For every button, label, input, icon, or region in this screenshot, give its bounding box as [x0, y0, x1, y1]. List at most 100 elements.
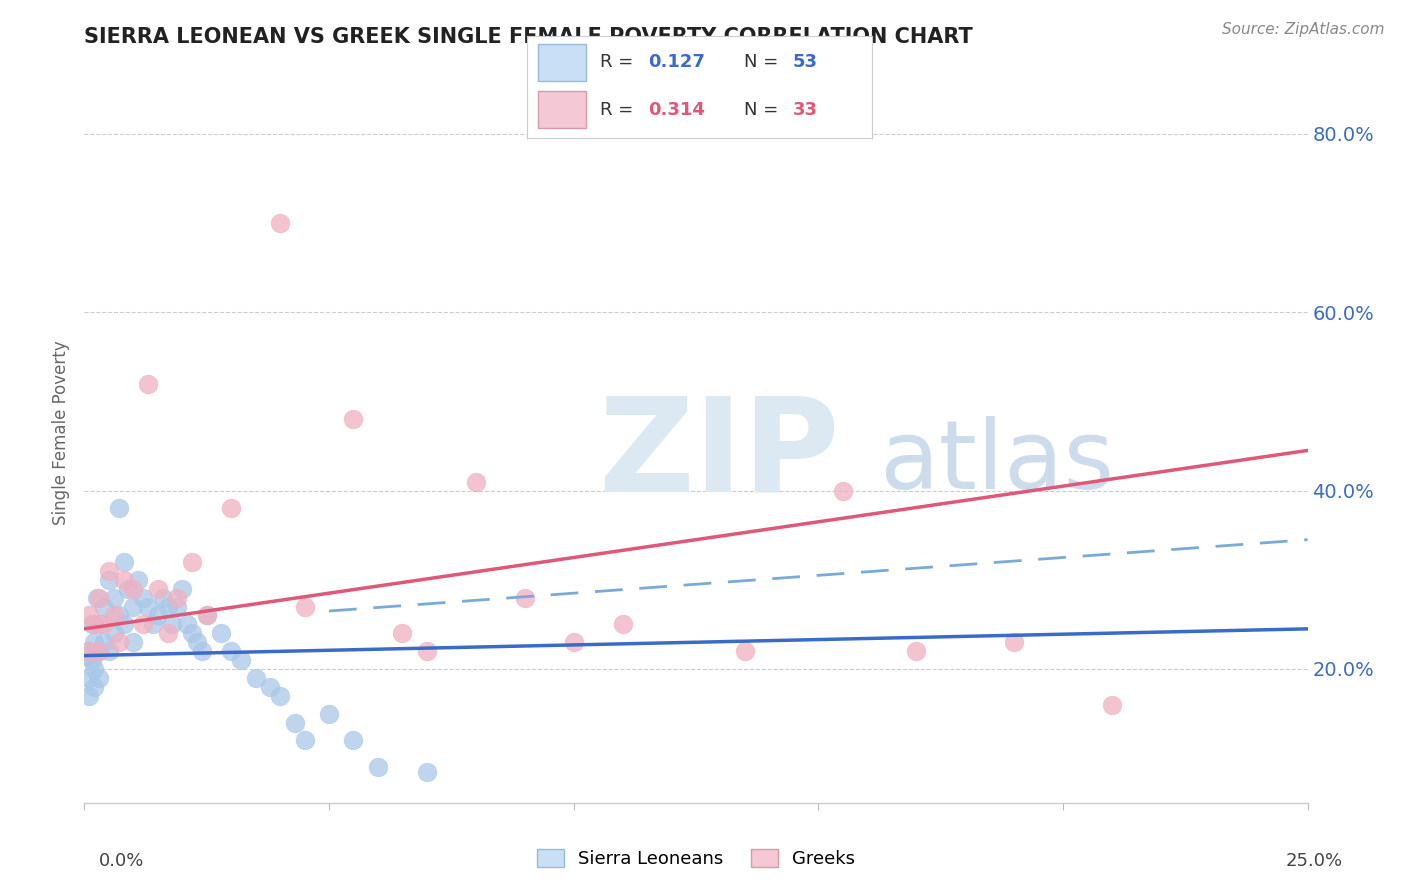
Point	[831, 483, 853, 498]
Point	[103, 608, 125, 623]
Point	[191, 644, 214, 658]
Point	[905, 644, 928, 658]
Point	[181, 555, 204, 569]
Point	[83, 635, 105, 649]
Text: 0.0%: 0.0%	[98, 852, 143, 870]
Point	[122, 599, 145, 614]
Text: Source: ZipAtlas.com: Source: ZipAtlas.com	[1222, 22, 1385, 37]
Point	[166, 591, 188, 605]
Text: 53: 53	[793, 54, 817, 71]
Text: ZIP: ZIP	[598, 392, 839, 518]
Point	[152, 591, 174, 605]
Point	[77, 644, 100, 658]
Point	[391, 626, 413, 640]
Point	[294, 733, 316, 747]
Point	[259, 680, 281, 694]
Point	[142, 617, 165, 632]
Point	[77, 689, 100, 703]
Point	[245, 671, 267, 685]
Point	[77, 608, 100, 623]
Text: atlas: atlas	[880, 416, 1115, 508]
Point	[77, 644, 100, 658]
Legend: Sierra Leoneans, Greeks: Sierra Leoneans, Greeks	[530, 842, 862, 875]
Point	[172, 582, 194, 596]
Point	[342, 733, 364, 747]
Point	[80, 653, 103, 667]
Point	[83, 617, 105, 632]
Y-axis label: Single Female Poverty: Single Female Poverty	[52, 341, 70, 524]
Point	[80, 617, 103, 632]
Point	[87, 671, 110, 685]
Point	[136, 376, 159, 391]
Point	[132, 591, 155, 605]
Point	[97, 573, 120, 587]
Point	[513, 591, 536, 605]
Point	[146, 608, 169, 623]
Point	[416, 764, 439, 779]
Text: 33: 33	[793, 101, 817, 119]
Point	[103, 626, 125, 640]
Point	[269, 216, 291, 230]
Point	[612, 617, 634, 632]
Point	[219, 644, 242, 658]
Point	[562, 635, 585, 649]
Bar	[537, 91, 586, 128]
Point	[93, 635, 115, 649]
Text: 25.0%: 25.0%	[1285, 852, 1343, 870]
Point	[122, 582, 145, 596]
Point	[87, 591, 110, 605]
Point	[1002, 635, 1025, 649]
Point	[734, 644, 756, 658]
Point	[93, 617, 115, 632]
Point	[156, 599, 179, 614]
Point	[209, 626, 232, 640]
Point	[136, 599, 159, 614]
Text: SIERRA LEONEAN VS GREEK SINGLE FEMALE POVERTY CORRELATION CHART: SIERRA LEONEAN VS GREEK SINGLE FEMALE PO…	[84, 27, 973, 47]
Point	[107, 608, 129, 623]
Point	[112, 617, 135, 632]
Point	[93, 599, 115, 614]
Point	[122, 635, 145, 649]
Point	[107, 501, 129, 516]
Point	[76, 648, 98, 663]
Point	[229, 653, 252, 667]
Text: N =: N =	[744, 54, 779, 71]
Point	[83, 662, 105, 676]
Point	[195, 608, 218, 623]
Point	[87, 617, 110, 632]
Point	[87, 644, 110, 658]
Point	[83, 680, 105, 694]
Point	[97, 644, 120, 658]
Point	[186, 635, 208, 649]
Point	[112, 573, 135, 587]
Text: 0.127: 0.127	[648, 54, 704, 71]
Point	[87, 644, 110, 658]
Point	[464, 475, 486, 489]
Point	[86, 591, 108, 605]
Bar	[537, 44, 586, 81]
Point	[195, 608, 218, 623]
Point	[166, 599, 188, 614]
Text: N =: N =	[744, 101, 779, 119]
Point	[112, 555, 135, 569]
Point	[219, 501, 242, 516]
Text: R =: R =	[599, 54, 633, 71]
Text: R =: R =	[599, 101, 633, 119]
Point	[342, 412, 364, 426]
Point	[156, 626, 179, 640]
Point	[107, 635, 129, 649]
Point	[77, 671, 100, 685]
Point	[103, 591, 125, 605]
Point	[367, 760, 389, 774]
Point	[162, 617, 184, 632]
Point	[318, 706, 340, 721]
Point	[97, 564, 120, 578]
Point	[269, 689, 291, 703]
Point	[294, 599, 316, 614]
Point	[132, 617, 155, 632]
Point	[176, 617, 198, 632]
Point	[181, 626, 204, 640]
Point	[117, 582, 139, 596]
Point	[416, 644, 439, 658]
Point	[284, 715, 307, 730]
